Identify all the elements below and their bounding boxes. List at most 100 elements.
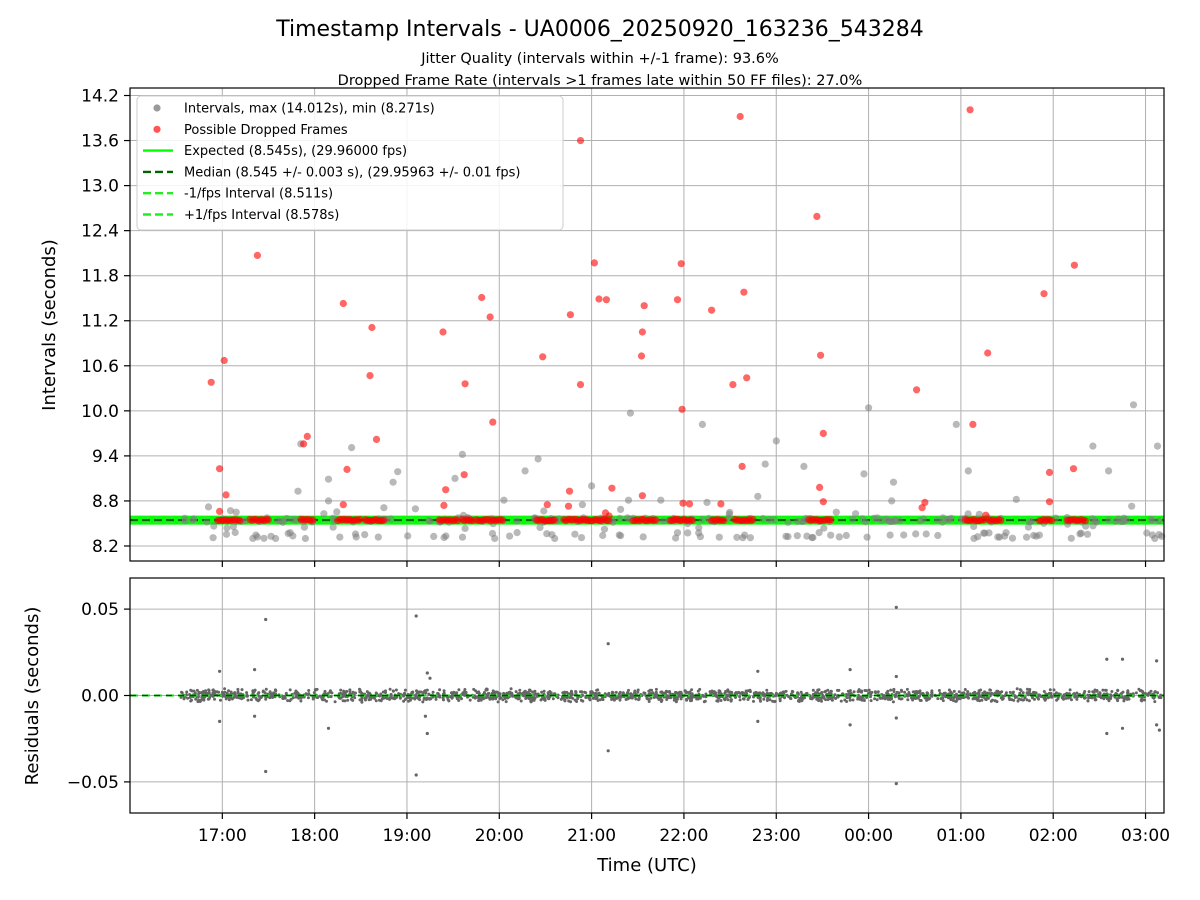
interval-point — [1077, 529, 1085, 537]
interval-point — [835, 533, 843, 541]
interval-point — [204, 503, 213, 511]
residual-point — [1119, 692, 1123, 695]
interval-point — [260, 534, 268, 542]
interval-point — [500, 496, 508, 504]
interval-point — [1151, 534, 1159, 543]
residual-point — [546, 693, 550, 697]
interval-point — [521, 467, 529, 475]
interval-point — [352, 533, 360, 541]
interval-point — [617, 505, 625, 513]
residual-point — [614, 696, 618, 700]
dropped-frame-point — [486, 313, 494, 321]
dropped-frame-point — [566, 311, 575, 319]
residual-point — [900, 689, 904, 693]
interval-point — [919, 515, 928, 523]
residual-point — [511, 694, 514, 698]
residual-point — [1123, 697, 1127, 700]
residual-point — [829, 689, 833, 693]
legend-box — [136, 95, 564, 231]
intervals-axis-ticks: 8.2 8.8 9.4 10.0 10.6 11.2 11.8 12.4 13.0 13.6 14.… — [81, 87, 1147, 567]
interval-point — [852, 510, 860, 518]
residual-point — [791, 690, 795, 694]
residual-point — [587, 696, 591, 700]
intervals-frame — [129, 87, 1165, 562]
residual-point — [856, 696, 860, 700]
dropped-frame-point — [743, 374, 751, 382]
interval-point — [300, 523, 308, 531]
residual-point — [1126, 691, 1129, 695]
dropped-frame-point — [1040, 290, 1048, 298]
residual-point — [939, 697, 943, 701]
residual-point — [761, 693, 765, 697]
residual-outlier-point — [218, 719, 222, 724]
residual-outlier-point — [1120, 726, 1125, 730]
residual-point — [1107, 699, 1111, 703]
residual-point — [865, 696, 869, 699]
residual-point — [762, 697, 766, 701]
residual-outlier-point — [606, 642, 610, 646]
residual-point — [1036, 695, 1039, 699]
dropped-frame-point — [207, 378, 215, 386]
residual-point — [1122, 699, 1126, 703]
residual-point — [341, 699, 345, 703]
residual-point — [886, 689, 890, 693]
residual-point — [867, 688, 871, 692]
residual-point — [192, 689, 196, 693]
interval-point — [970, 522, 978, 531]
x-tick-label: 20:00 — [475, 826, 524, 846]
residual-point — [696, 689, 700, 693]
residual-point — [1025, 698, 1029, 702]
residual-point — [879, 696, 883, 700]
residual-point — [193, 691, 197, 695]
residual-point — [251, 689, 255, 693]
residual-point — [468, 698, 472, 702]
residual-point — [523, 690, 527, 694]
dropped-frame-point — [637, 352, 646, 360]
residual-point — [1070, 698, 1073, 702]
interval-point — [440, 533, 448, 542]
interval-point — [761, 460, 769, 468]
residual-point — [1093, 688, 1097, 692]
interval-point — [1023, 533, 1031, 541]
residual-point — [665, 698, 669, 701]
residual-point — [952, 689, 956, 693]
residual-outlier-point — [894, 716, 898, 720]
residual-point — [294, 692, 298, 696]
interval-point — [657, 496, 665, 504]
residual-point — [384, 689, 387, 693]
residual-point — [752, 699, 755, 703]
y-tick-label: 14.2 — [81, 87, 119, 107]
interval-point — [782, 532, 790, 540]
interval-point — [506, 532, 514, 540]
residual-point — [346, 698, 350, 702]
residual-point — [211, 688, 215, 692]
residual-point — [690, 688, 694, 692]
residual-point — [474, 689, 477, 693]
residual-point — [886, 696, 890, 700]
residual-point — [189, 688, 193, 692]
residual-point — [668, 691, 672, 695]
residual-point — [627, 688, 630, 692]
interval-point — [815, 529, 823, 537]
residual-point — [360, 700, 364, 704]
residual-point — [213, 697, 216, 701]
residual-point — [659, 700, 663, 703]
interval-point — [765, 516, 773, 524]
dropped-frame-point — [729, 381, 737, 389]
residual-point — [744, 689, 748, 693]
interval-point — [1089, 442, 1097, 450]
residual-point — [185, 690, 189, 694]
residual-point — [1109, 694, 1113, 698]
residual-point — [227, 689, 230, 693]
interval-point — [394, 468, 402, 476]
interval-point — [793, 532, 801, 540]
interval-point — [848, 515, 857, 523]
dropped-frame-point — [738, 462, 746, 470]
dropped-frame-point — [264, 516, 272, 524]
legend-label: +1/fps Interval (8.578s) — [184, 208, 339, 223]
residual-point — [876, 690, 880, 694]
residual-point — [1140, 699, 1144, 703]
residual-point — [368, 696, 372, 699]
y-tick-label: 13.6 — [81, 132, 119, 152]
x-tick-label: 01:00 — [936, 826, 985, 846]
